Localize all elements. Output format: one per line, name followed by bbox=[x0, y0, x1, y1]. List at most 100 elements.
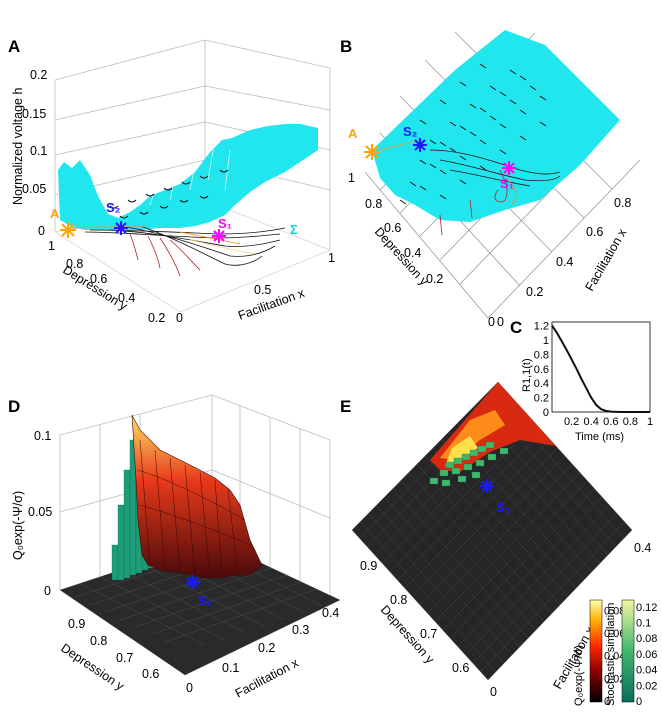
tick: 0.12 bbox=[636, 602, 657, 614]
stochastic-cells bbox=[429, 441, 509, 487]
tick: 0 bbox=[543, 407, 549, 419]
tick: 0 bbox=[44, 584, 51, 598]
tick: 0 bbox=[490, 685, 497, 699]
colorbar-stochastic-label: Stochastic simulation bbox=[605, 603, 617, 706]
tick: 0.2 bbox=[148, 311, 165, 325]
peak-mesh bbox=[137, 439, 251, 578]
tick: 0.4 bbox=[534, 378, 549, 390]
tick: 0.2 bbox=[258, 641, 275, 655]
tick: 0.4 bbox=[404, 246, 421, 260]
axis-x-ticks: 0 0.1 0.2 0.3 0.4 bbox=[186, 606, 339, 695]
colorbar-stochastic bbox=[621, 599, 635, 703]
axis-y-ticks: 0.9 0.8 0.7 0.6 bbox=[360, 559, 469, 675]
axis-x-ticks: 0 0.2 0.4 0.6 0.8 bbox=[497, 196, 631, 329]
trajectories bbox=[379, 139, 561, 236]
marker-a: A bbox=[348, 126, 380, 160]
panel-e: E S₂ 0.9 0.8 0.7 0.6 bbox=[340, 381, 657, 708]
mesh-line bbox=[480, 521, 625, 672]
tick: 0.8 bbox=[623, 416, 638, 428]
tick: 0.2 bbox=[426, 272, 443, 286]
marker-label: S₂ bbox=[106, 200, 121, 215]
tick: 0.4 bbox=[556, 255, 573, 269]
tick: 0.4 bbox=[634, 541, 651, 555]
tick: 0.6 bbox=[603, 416, 618, 428]
axis-y-ticks: 0 0.2 0.4 0.6 0.8 1 1.2 bbox=[534, 321, 549, 419]
tick: 1 bbox=[348, 171, 355, 185]
tick: 0.1 bbox=[222, 661, 239, 675]
marker-label: A bbox=[50, 206, 60, 221]
plot-frame bbox=[551, 321, 651, 413]
flow-arrows bbox=[399, 63, 547, 205]
marker-s1: S₁ bbox=[212, 216, 232, 243]
axis-z-ticks: 0.2 0.15 0.1 0.05 0 bbox=[22, 68, 47, 238]
tick: 0.7 bbox=[116, 651, 133, 665]
tick: 0.8 bbox=[614, 196, 631, 210]
tick: 1 bbox=[647, 416, 653, 428]
tick: 0 bbox=[186, 681, 193, 695]
tick: 1.2 bbox=[534, 321, 549, 333]
tick: 0.06 bbox=[636, 649, 657, 661]
marker-s2: S₂ bbox=[403, 124, 427, 152]
colorbar-analytic bbox=[589, 599, 603, 703]
tick: 0.7 bbox=[420, 627, 437, 641]
tick: 0.06 bbox=[604, 628, 625, 640]
tick: 0.6 bbox=[142, 667, 159, 681]
series-line bbox=[551, 325, 650, 413]
axis-x-ticks: 0 0.5 1 bbox=[176, 251, 335, 325]
y-axis-label: Depression y bbox=[58, 641, 127, 694]
tick: 0.9 bbox=[68, 617, 85, 631]
marker-label: S₁ bbox=[218, 216, 232, 231]
tick: 0 bbox=[604, 696, 610, 708]
tick: 1 bbox=[328, 251, 335, 265]
surface-label: Σ bbox=[290, 222, 298, 237]
tick: 0.4 bbox=[584, 416, 599, 428]
tick: 0.6 bbox=[384, 221, 401, 235]
panel-label-d: D bbox=[8, 397, 20, 416]
marker-label: S₂ bbox=[403, 124, 418, 139]
tick: 0 bbox=[636, 696, 642, 708]
marker-s2: S₂ bbox=[186, 575, 213, 608]
marker-s2: S₂ bbox=[106, 200, 128, 235]
axis-x-ticks: 0.2 0.4 0.6 0.8 1 bbox=[564, 416, 653, 428]
x-axis-label: Facilitation x bbox=[236, 286, 307, 323]
tick: 0.15 bbox=[22, 107, 46, 121]
y-axis-label: R1,1(t) bbox=[521, 358, 533, 392]
axis-y-ticks: 0.9 0.8 0.7 0.6 bbox=[68, 617, 159, 681]
x-axis-label: Time (ms) bbox=[575, 431, 624, 443]
mesh-line bbox=[472, 513, 618, 664]
tick: 0.8 bbox=[365, 197, 382, 211]
tick: 0.6 bbox=[586, 225, 603, 239]
tick: 0.1 bbox=[34, 429, 51, 443]
marker-label: S₂ bbox=[496, 500, 511, 515]
panel-label-e: E bbox=[340, 397, 351, 416]
mesh-line bbox=[368, 513, 505, 664]
colorbar-analytic-label: Q₀exp(-Ψ/σ) bbox=[573, 645, 585, 706]
tick: 0 bbox=[497, 315, 504, 329]
colorbar-stochastic-ticks: 0 0.02 0.04 0.06 0.08 0.1 0.12 bbox=[636, 602, 657, 708]
tick: 0.08 bbox=[636, 633, 657, 645]
tick: 0.6 bbox=[90, 272, 107, 286]
tick: 0.5 bbox=[254, 283, 271, 297]
tick: 0.2 bbox=[30, 68, 47, 82]
marker-label: A bbox=[348, 126, 358, 141]
axis-y-ticks: 1 0.8 0.6 0.4 0.2 0 bbox=[348, 171, 495, 329]
tick: 0.05 bbox=[28, 505, 52, 519]
tick: 0.02 bbox=[604, 673, 625, 685]
peak-surface bbox=[131, 414, 263, 579]
panel-d: D bbox=[8, 394, 341, 701]
marker-label: S₁ bbox=[500, 176, 514, 191]
tick: 0.3 bbox=[292, 623, 309, 637]
tick: 0 bbox=[38, 224, 45, 238]
tick: 0.9 bbox=[360, 559, 377, 573]
tick: 0.8 bbox=[66, 257, 83, 271]
panel-a: A bbox=[8, 37, 335, 325]
tick: 1 bbox=[48, 239, 55, 253]
tick: 0.4 bbox=[322, 606, 339, 620]
axis-z-ticks: 0.1 0.05 0 bbox=[28, 429, 52, 598]
tick: 0.02 bbox=[636, 680, 657, 692]
axis-x-ticks: 0 0.4 bbox=[490, 541, 651, 699]
z-axis-label: Q₀exp(-Ψ/σ) bbox=[11, 491, 25, 560]
axis-y-ticks: 1 0.8 0.6 0.4 0.2 bbox=[48, 239, 165, 325]
panel-label-b: B bbox=[340, 37, 352, 56]
